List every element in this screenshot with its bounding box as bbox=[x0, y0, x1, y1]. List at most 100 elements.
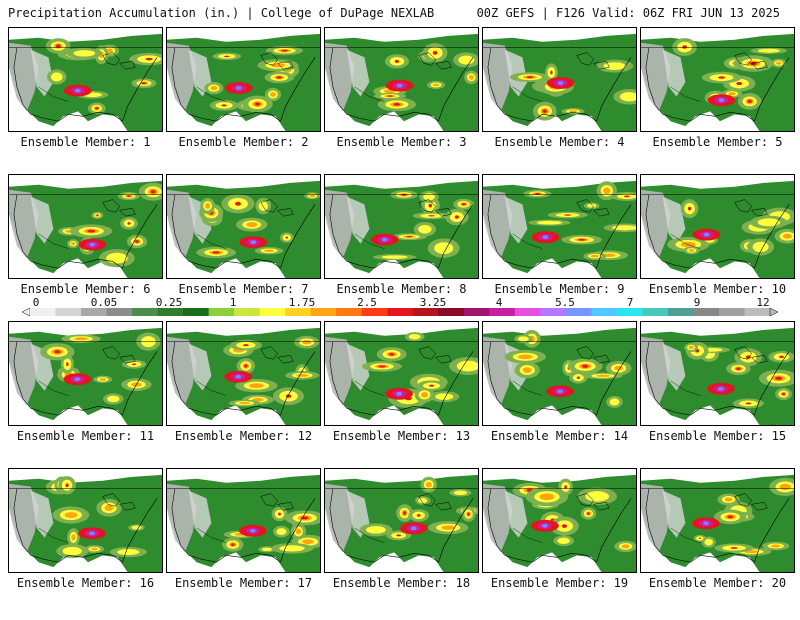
ensemble-member-panel: Ensemble Member: 20 bbox=[640, 468, 795, 620]
header: Precipitation Accumulation (in.) | Colle… bbox=[0, 0, 800, 24]
ensemble-member-panel: Ensemble Member: 6 bbox=[8, 174, 163, 326]
ensemble-member-panel: Ensemble Member: 15 bbox=[640, 321, 795, 473]
legend-swatch bbox=[310, 308, 337, 316]
precip-map bbox=[324, 468, 479, 573]
ensemble-member-panel: Ensemble Member: 12 bbox=[166, 321, 321, 473]
legend-tick-label: 3.25 bbox=[419, 296, 447, 309]
precip-map bbox=[482, 321, 637, 426]
member-label: Ensemble Member: 19 bbox=[490, 576, 629, 590]
legend-arrow-right bbox=[769, 307, 779, 317]
member-label: Ensemble Member: 7 bbox=[178, 282, 309, 296]
legend-swatch bbox=[667, 308, 694, 316]
member-label: Ensemble Member: 11 bbox=[16, 429, 155, 443]
member-label: Ensemble Member: 2 bbox=[178, 135, 309, 149]
member-label: Ensemble Member: 1 bbox=[20, 135, 151, 149]
ensemble-member-panel: Ensemble Member: 11 bbox=[8, 321, 163, 473]
member-label: Ensemble Member: 16 bbox=[16, 576, 155, 590]
legend-swatch bbox=[387, 308, 414, 316]
legend-tick-label: 9 bbox=[693, 296, 701, 309]
legend-swatch bbox=[540, 308, 567, 316]
ensemble-member-panel: Ensemble Member: 18 bbox=[324, 468, 479, 620]
legend-tick-label: 5.5 bbox=[555, 296, 575, 309]
precip-map bbox=[482, 174, 637, 279]
member-label: Ensemble Member: 6 bbox=[20, 282, 151, 296]
precip-map bbox=[324, 321, 479, 426]
ensemble-member-panel: Ensemble Member: 17 bbox=[166, 468, 321, 620]
precip-map bbox=[8, 174, 163, 279]
member-label: Ensemble Member: 14 bbox=[490, 429, 629, 443]
legend-swatch bbox=[514, 308, 541, 316]
legend-swatch bbox=[412, 308, 439, 316]
precip-map bbox=[166, 27, 321, 132]
precip-map bbox=[8, 27, 163, 132]
precip-map bbox=[166, 468, 321, 573]
legend-tick-label: 1 bbox=[229, 296, 237, 309]
member-label: Ensemble Member: 3 bbox=[336, 135, 467, 149]
legend-swatch bbox=[463, 308, 490, 316]
legend-swatch bbox=[208, 308, 235, 316]
legend-tick-label: 7 bbox=[626, 296, 634, 309]
legend-tick-label: 1.75 bbox=[288, 296, 316, 309]
ensemble-member-panel: Ensemble Member: 3 bbox=[324, 27, 479, 179]
precip-color-legend: 0 0.05 0.25 1 1.75 2.5 3.25 4 5.5 7 9 12 bbox=[0, 296, 800, 318]
member-label: Ensemble Member: 13 bbox=[332, 429, 471, 443]
ensemble-member-panel: Ensemble Member: 13 bbox=[324, 321, 479, 473]
legend-swatch bbox=[718, 308, 745, 316]
member-label: Ensemble Member: 18 bbox=[332, 576, 471, 590]
legend-swatch bbox=[591, 308, 618, 316]
legend-swatch bbox=[157, 308, 184, 316]
legend-swatch bbox=[234, 308, 261, 316]
member-label: Ensemble Member: 12 bbox=[174, 429, 313, 443]
precip-map bbox=[640, 321, 795, 426]
legend-tick-label: 0.05 bbox=[90, 296, 118, 309]
legend-tick-label: 4 bbox=[495, 296, 503, 309]
ensemble-member-panel: Ensemble Member: 19 bbox=[482, 468, 637, 620]
legend-swatch bbox=[361, 308, 388, 316]
precip-map bbox=[640, 27, 795, 132]
member-label: Ensemble Member: 5 bbox=[652, 135, 783, 149]
legend-swatch bbox=[489, 308, 516, 316]
precip-map bbox=[324, 27, 479, 132]
legend-swatch bbox=[30, 308, 57, 316]
legend-arrow-left bbox=[21, 307, 31, 317]
member-label: Ensemble Member: 15 bbox=[648, 429, 787, 443]
ensemble-member-panel: Ensemble Member: 5 bbox=[640, 27, 795, 179]
precip-map bbox=[166, 174, 321, 279]
legend-swatch bbox=[616, 308, 643, 316]
ensemble-member-panel: Ensemble Member: 9 bbox=[482, 174, 637, 326]
legend-tick-label: 0 bbox=[32, 296, 40, 309]
ensemble-member-panel: Ensemble Member: 16 bbox=[8, 468, 163, 620]
precip-map bbox=[8, 321, 163, 426]
precip-map bbox=[166, 321, 321, 426]
legend-color-bar bbox=[21, 307, 779, 317]
legend-swatch bbox=[55, 308, 82, 316]
ensemble-member-panel: Ensemble Member: 7 bbox=[166, 174, 321, 326]
legend-swatch bbox=[693, 308, 720, 316]
member-label: Ensemble Member: 20 bbox=[648, 576, 787, 590]
precip-map bbox=[324, 174, 479, 279]
legend-swatch bbox=[259, 308, 286, 316]
precip-map bbox=[640, 174, 795, 279]
ensemble-member-panel: Ensemble Member: 4 bbox=[482, 27, 637, 179]
member-label: Ensemble Member: 9 bbox=[494, 282, 625, 296]
ensemble-member-panel: Ensemble Member: 2 bbox=[166, 27, 321, 179]
precip-map bbox=[482, 27, 637, 132]
legend-swatch bbox=[183, 308, 210, 316]
ensemble-member-panel: Ensemble Member: 8 bbox=[324, 174, 479, 326]
valid-time: 00Z GEFS | F126 Valid: 06Z FRI JUN 13 20… bbox=[476, 6, 780, 20]
member-label: Ensemble Member: 10 bbox=[648, 282, 787, 296]
map-title: Precipitation Accumulation (in.) | Colle… bbox=[8, 6, 435, 20]
legend-swatch bbox=[642, 308, 669, 316]
legend-tick-label: 0.25 bbox=[155, 296, 183, 309]
ensemble-member-panel: Ensemble Member: 10 bbox=[640, 174, 795, 326]
legend-swatch bbox=[285, 308, 312, 316]
legend-tick-label: 12 bbox=[756, 296, 770, 309]
precip-map bbox=[640, 468, 795, 573]
member-label: Ensemble Member: 17 bbox=[174, 576, 313, 590]
legend-swatch bbox=[132, 308, 159, 316]
legend-tick-label: 2.5 bbox=[357, 296, 377, 309]
precip-map bbox=[8, 468, 163, 573]
precip-map bbox=[482, 468, 637, 573]
legend-swatch bbox=[565, 308, 592, 316]
legend-swatch bbox=[81, 308, 108, 316]
